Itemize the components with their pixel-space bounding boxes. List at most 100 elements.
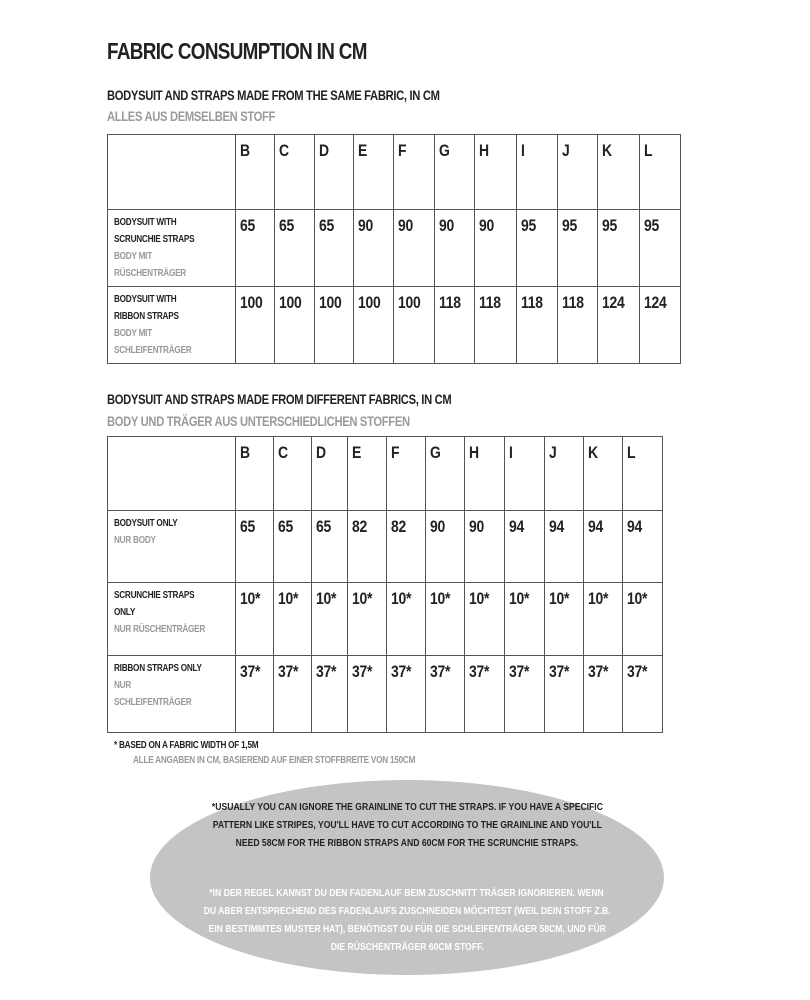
section2-subheading: Body und Träger aus unterschiedlichen St… (107, 413, 410, 429)
value-cell: 37* (310, 655, 349, 733)
value-cell: 65 (310, 510, 349, 583)
label-de: Nur Rüschenträger (114, 624, 206, 635)
size-header: C (272, 436, 312, 511)
value-cell: 90 (352, 209, 394, 287)
callout-line: pattern like stripes, you'll have to cut… (212, 819, 602, 831)
value-cell: 37* (347, 655, 387, 733)
value-cell: 94 (543, 510, 585, 583)
label-en: Bodysuit with scrunchie straps (114, 217, 195, 245)
label-en: Ribbon straps only (114, 663, 202, 674)
value-cell: 65 (235, 510, 274, 583)
size-header: E (347, 436, 387, 511)
value-cell: 100 (274, 286, 315, 364)
value-cell: 94 (504, 510, 545, 583)
size-header: I (504, 436, 545, 511)
value-cell: 82 (347, 510, 387, 583)
value-cell: 118 (433, 286, 476, 364)
label-en: Scrunchie straps only (114, 590, 195, 618)
size-header: J (556, 134, 598, 210)
value-cell: 90 (424, 510, 466, 583)
section1-subheading: Alles aus demselben Stoff (107, 108, 276, 124)
size-header: D (313, 134, 354, 210)
callout-line: *Usually you can ignore the grainline to… (211, 801, 603, 813)
callout-line: ein bestimmtes Muster hat), benötigst du… (208, 923, 606, 935)
size-header: B (234, 134, 276, 210)
value-cell: 10* (424, 582, 466, 656)
size-header: G (424, 436, 466, 511)
page-title: Fabric consumption in cm (107, 38, 367, 64)
label-de: Body mit Rüschenträger (114, 251, 186, 279)
value-cell: 100 (313, 286, 354, 364)
section2-heading: Bodysuit and straps made from different … (107, 391, 452, 407)
empty-cell (107, 134, 236, 210)
value-cell: 94 (622, 510, 663, 583)
footnote-en: * Based on a fabric width of 1,5m (114, 740, 259, 751)
value-cell: 118 (474, 286, 518, 364)
label-de: Nur Schleifenträger (114, 680, 192, 708)
size-header: H (474, 134, 518, 210)
value-cell: 10* (347, 582, 387, 656)
value-cell: 95 (556, 209, 598, 287)
callout-line: *In der Regel kannst du den Fadenlauf be… (209, 887, 605, 899)
callout-ellipse: *Usually you can ignore the grainline to… (150, 780, 664, 975)
value-cell: 100 (234, 286, 276, 364)
value-cell: 65 (313, 209, 354, 287)
value-cell: 100 (352, 286, 394, 364)
value-cell: 10* (235, 582, 274, 656)
table-same-fabric: B C D E F G H I J K L Bodysuit with scrunchie strap… (107, 134, 682, 364)
footnote-de: Alle Angaben in cm, basierend auf einer … (133, 755, 416, 766)
size-header: K (596, 134, 640, 210)
value-cell: 37* (424, 655, 466, 733)
value-cell: 10* (464, 582, 506, 656)
size-header: K (583, 436, 624, 511)
callout-en: *Usually you can ignore the grainline to… (150, 798, 664, 852)
value-cell: 37* (385, 655, 426, 733)
row-label: Scrunchie straps only Nur Rüschenträger (107, 582, 236, 656)
label-de: Nur Body (114, 535, 156, 546)
size-header: B (235, 436, 274, 511)
size-header: I (516, 134, 558, 210)
value-cell: 37* (504, 655, 545, 733)
row-label: Bodysuit with ribbon straps Body mit Schl… (107, 286, 236, 364)
size-header: C (274, 134, 315, 210)
value-cell: 90 (433, 209, 476, 287)
table-row: Scrunchie straps only Nur Rüschenträger 10… (107, 582, 663, 656)
size-header: G (433, 134, 476, 210)
table-different-fabrics: B C D E F G H I J K L Bodysuit only Nur Body 65 65 65 82… (107, 436, 663, 733)
callout-line: du aber entsprechend des Fadenlaufs zusc… (203, 905, 611, 917)
size-header: H (464, 436, 506, 511)
value-cell: 37* (583, 655, 624, 733)
table-row: Ribbon straps only Nur Schleifenträger 37*… (107, 655, 663, 733)
size-header: L (638, 134, 682, 210)
value-cell: 65 (272, 510, 312, 583)
value-cell: 10* (310, 582, 349, 656)
callout-line: need 58cm for the ribbon straps and 60cm… (235, 837, 579, 849)
value-cell: 37* (272, 655, 312, 733)
value-cell: 95 (638, 209, 682, 287)
size-header: F (385, 436, 426, 511)
value-cell: 37* (543, 655, 585, 733)
size-header: L (622, 436, 663, 511)
row-label: Bodysuit with scrunchie straps Body mit R… (107, 209, 236, 287)
size-header: F (392, 134, 435, 210)
value-cell: 65 (274, 209, 315, 287)
value-cell: 37* (235, 655, 274, 733)
table-row: Bodysuit only Nur Body 65 65 65 82 82 90 90 94 94 9… (107, 510, 663, 583)
row-label: Bodysuit only Nur Body (107, 510, 236, 583)
value-cell: 10* (504, 582, 545, 656)
row-label: Ribbon straps only Nur Schleifenträger (107, 655, 236, 733)
value-cell: 37* (622, 655, 663, 733)
value-cell: 100 (392, 286, 435, 364)
size-header: D (310, 436, 349, 511)
empty-cell (107, 436, 236, 511)
value-cell: 95 (516, 209, 558, 287)
value-cell: 95 (596, 209, 640, 287)
value-cell: 124 (638, 286, 682, 364)
size-header: E (352, 134, 394, 210)
label-de: Body mit Schleifenträger (114, 328, 192, 356)
value-cell: 82 (385, 510, 426, 583)
value-cell: 10* (583, 582, 624, 656)
value-cell: 94 (583, 510, 624, 583)
